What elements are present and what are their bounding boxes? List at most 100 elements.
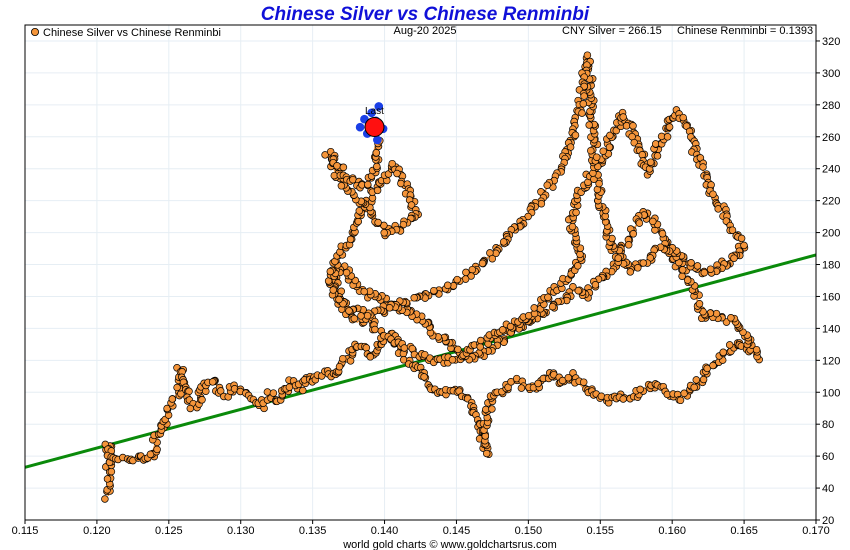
last-point-label: Last	[365, 106, 384, 117]
data-point	[572, 208, 580, 217]
data-point	[329, 286, 337, 294]
footer-credit: world gold charts © www.goldchartsrus.co…	[342, 539, 557, 550]
data-point	[448, 356, 457, 364]
x-tick-label: 0.165	[730, 525, 758, 537]
data-point	[299, 386, 307, 395]
data-point	[488, 405, 496, 413]
x-tick-label: 0.170	[802, 525, 830, 537]
data-point	[658, 229, 667, 238]
data-point	[605, 143, 614, 151]
data-point	[587, 146, 595, 155]
data-point	[269, 389, 278, 397]
y-tick-label: 120	[822, 355, 840, 367]
y-tick-label: 100	[822, 387, 840, 399]
data-point	[663, 133, 672, 141]
recent-point	[373, 135, 382, 145]
data-point	[737, 234, 746, 243]
data-point	[285, 383, 294, 391]
data-point	[420, 373, 428, 381]
data-point	[342, 268, 351, 277]
data-point	[407, 201, 416, 209]
x-tick-label: 0.125	[155, 525, 183, 537]
data-point	[462, 268, 470, 277]
data-point	[101, 495, 109, 503]
data-point	[530, 304, 538, 312]
data-point	[543, 181, 551, 189]
data-point	[719, 348, 727, 357]
data-point	[728, 226, 737, 234]
data-point	[421, 350, 429, 359]
data-point	[333, 162, 341, 170]
data-point	[564, 373, 573, 382]
data-point	[478, 259, 487, 268]
data-point	[453, 275, 461, 284]
data-point	[568, 222, 577, 231]
x-tick-label: 0.140	[371, 525, 399, 537]
data-point	[576, 244, 585, 252]
y-tick-label: 140	[822, 323, 840, 335]
data-point	[153, 445, 161, 454]
x-tick-label: 0.145	[443, 525, 471, 537]
data-point	[373, 186, 382, 195]
y-tick-label: 180	[822, 260, 840, 272]
data-point	[693, 262, 702, 270]
y-tick-label: 20	[822, 515, 834, 527]
data-point	[580, 92, 588, 100]
data-point	[534, 379, 542, 388]
data-point	[709, 190, 717, 198]
data-point	[410, 294, 418, 302]
x-tick-label: 0.120	[83, 525, 111, 537]
y-tick-label: 160	[822, 291, 840, 303]
y-tick-label: 80	[822, 419, 834, 431]
x-tick-label: 0.150	[515, 525, 543, 537]
data-point	[592, 153, 601, 161]
data-point	[476, 343, 484, 351]
data-point	[537, 199, 546, 208]
data-point	[346, 357, 355, 365]
data-point	[506, 322, 515, 331]
data-point	[482, 449, 491, 458]
data-point	[636, 385, 644, 394]
data-point	[263, 388, 272, 396]
y-tick-label: 280	[822, 100, 840, 112]
recent-point	[374, 102, 384, 111]
data-point	[380, 229, 388, 237]
data-point	[186, 404, 195, 413]
data-point	[544, 293, 552, 302]
data-point	[107, 467, 116, 476]
data-point	[198, 396, 206, 404]
data-point	[397, 179, 405, 188]
data-point	[350, 314, 359, 323]
data-point	[498, 326, 507, 334]
data-point	[687, 259, 695, 267]
data-point	[357, 312, 365, 320]
data-point	[372, 149, 381, 157]
data-point	[335, 362, 344, 371]
data-point	[571, 131, 580, 139]
data-point	[591, 281, 600, 289]
data-point	[574, 286, 583, 295]
data-point	[626, 268, 635, 276]
data-point	[349, 175, 357, 184]
cny-silver-readout: CNY Silver = 266.15	[562, 25, 662, 37]
renminbi-readout: Chinese Renminbi = 0.1393	[677, 25, 813, 37]
data-point	[579, 100, 588, 108]
data-point	[599, 147, 607, 155]
data-point	[579, 378, 588, 386]
data-point	[374, 218, 382, 227]
data-point	[700, 268, 709, 277]
data-point	[364, 180, 372, 189]
data-point	[346, 235, 355, 244]
data-point	[355, 207, 364, 215]
data-point	[629, 122, 637, 130]
data-point	[629, 230, 638, 238]
data-point	[400, 344, 409, 352]
y-tick-label: 320	[822, 36, 840, 48]
data-point	[585, 121, 593, 129]
data-point	[730, 254, 738, 262]
legend-label: Chinese Silver vs Chinese Renminbi	[43, 27, 221, 39]
y-tick-label: 60	[822, 451, 834, 463]
y-tick-label: 260	[822, 132, 840, 144]
data-point	[635, 219, 644, 227]
data-point	[583, 51, 592, 59]
